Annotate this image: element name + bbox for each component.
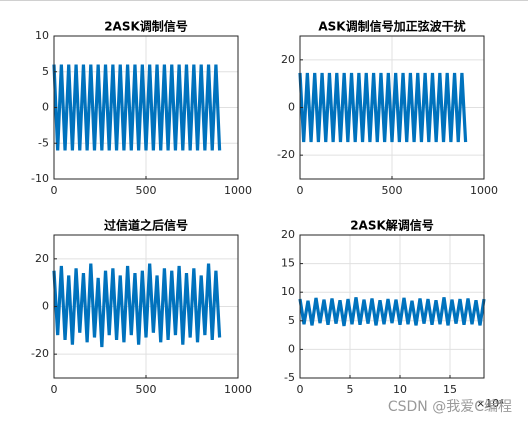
x-exponent-label: ×10⁴: [476, 397, 504, 410]
y-tick-label: -20: [277, 148, 295, 161]
y-tick-label: -5: [38, 136, 49, 149]
chart-title: 2ASK调制信号: [104, 19, 188, 34]
axes-box: [299, 234, 485, 379]
y-tick-label: 0: [42, 101, 49, 114]
x-tick-label: 10: [393, 383, 407, 396]
signal-line: [52, 263, 222, 348]
chart-title: ASK调制信号加正弦波干扰: [318, 19, 465, 34]
x-tick-label: 1000: [470, 184, 498, 197]
y-tick-label: 0: [288, 101, 295, 114]
x-tick-label: 1000: [224, 184, 252, 197]
x-tick-label: 500: [382, 184, 403, 197]
x-tick-label: 0: [297, 383, 304, 396]
y-tick-label: 5: [288, 314, 295, 327]
signal-line: [52, 64, 222, 151]
x-tick-label: 1000: [224, 383, 252, 396]
y-tick-label: 15: [281, 257, 295, 270]
y-tick-label: -20: [31, 347, 49, 360]
watermark: CSDN @我爱C编程: [388, 399, 512, 415]
x-tick-label: 0: [51, 383, 58, 396]
chart-title: 过信道之后信号: [104, 218, 188, 233]
signal-line: [298, 72, 468, 143]
x-tick-label: 15: [443, 383, 457, 396]
y-tick-label: 5: [42, 65, 49, 78]
signal-line: [298, 297, 486, 327]
y-tick-label: 20: [35, 252, 49, 265]
x-tick-label: 0: [297, 184, 304, 197]
y-tick-label: 10: [35, 29, 49, 42]
y-tick-label: 0: [42, 300, 49, 313]
x-tick-label: 5: [347, 383, 354, 396]
y-tick-label: 20: [281, 53, 295, 66]
chart-title: 2ASK解调信号: [350, 218, 434, 233]
axes-background: [300, 235, 484, 378]
x-tick-label: 500: [136, 184, 157, 197]
y-tick-label: 20: [281, 228, 295, 241]
y-tick-label: 10: [281, 285, 295, 298]
y-tick-label: -10: [31, 172, 49, 185]
y-tick-label: -5: [284, 371, 295, 384]
y-tick-label: 0: [288, 342, 295, 355]
x-tick-label: 0: [51, 184, 58, 197]
x-tick-label: 500: [136, 383, 157, 396]
